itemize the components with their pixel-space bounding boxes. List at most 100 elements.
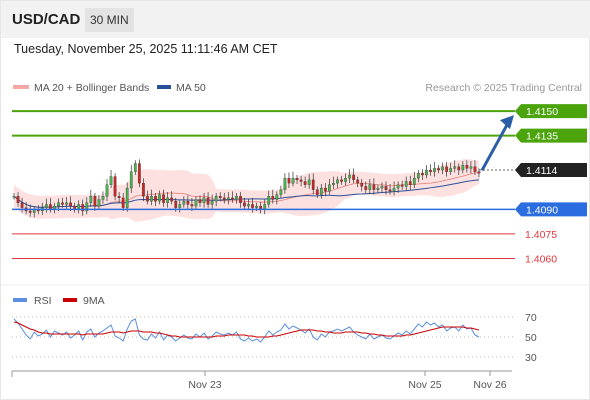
rsi-ma-line [13,321,480,338]
price-plot [12,159,481,222]
candle-body [214,196,218,202]
candle-body [133,163,137,172]
resistance-tag [515,104,587,119]
candle-body [247,204,250,207]
candle-body [400,184,404,187]
candle-body [364,186,368,190]
candle-body [142,182,145,197]
candle-body [210,200,214,205]
candle-body [356,179,360,184]
candle-body [113,176,117,197]
candle-body [154,196,157,202]
candle-body [344,178,347,182]
candle-body [299,179,303,182]
rsi-tick-label: 70 [525,312,537,324]
candle-body [336,179,339,184]
candle-body [28,210,32,213]
timeframe-button[interactable]: 30 MIN [85,8,134,32]
candle-body [125,187,129,208]
candle-body [376,187,380,190]
candle-body [255,205,258,208]
rsi-tick-label: 30 [525,352,537,364]
ma50-legend-label: MA 50 [176,82,206,94]
candle-body [453,166,457,169]
rsi-ma-legend-swatch [63,298,77,302]
candle-body [206,197,210,205]
candle-body [235,196,238,200]
x-tick-label: Nov 23 [188,379,221,391]
candle-body [170,197,174,202]
candle-body [291,178,295,184]
candle-body [12,196,16,198]
candle-body [283,178,287,190]
candle-body [69,202,72,207]
candle-body [150,196,153,202]
candle-body [315,189,319,195]
candle-body [465,164,469,169]
candle-body [421,173,424,176]
candle-body [44,204,48,208]
candle-body [267,196,271,205]
candle-body [396,184,400,189]
support-label: 1.4060 [525,253,557,265]
current-price-tag [515,163,587,178]
candle-body [226,197,230,200]
candle-body [469,166,473,169]
candle-body [61,202,64,205]
symbol-label: USD/CAD [12,11,81,28]
candle-body [368,184,372,190]
bollinger-band [14,159,479,222]
ma50-legend-swatch [157,85,171,89]
candle-body [202,197,206,203]
candle-body [101,196,105,200]
candle-body [445,166,449,172]
candle-body [271,196,275,200]
candle-body [408,181,412,185]
forecast-arrowhead [500,115,514,130]
candle-body [174,200,178,208]
support-label: 1.4075 [525,229,557,241]
candle-body [332,182,335,185]
bollinger-legend-label: MA 20 + Bollinger Bands [34,82,149,94]
timestamp: Tuesday, November 25, 2025 11:11:46 AM C… [14,42,278,56]
candle-body [65,202,68,205]
ma50-line [13,179,480,208]
candle-body [194,199,198,207]
rsi-legend-label: RSI [34,295,52,307]
candle-body [105,184,109,197]
candle-body [416,173,420,179]
candle-body [251,204,254,208]
forecast-arrow [480,122,510,172]
candle-body [328,184,331,192]
candle-body [85,202,89,212]
candle-body [303,181,307,185]
candle-body [81,204,85,212]
rsi-ma-legend-label: 9MA [83,295,105,307]
candle-body [319,187,323,195]
candle-body [372,184,376,190]
candle-body [146,196,149,202]
header-bar: USD/CAD 30 MIN [1,1,590,38]
candle-body [121,197,125,208]
candle-body [275,194,279,200]
candle-body [388,189,392,192]
pivot-tag [515,202,587,217]
resistance-label: 1.4135 [526,131,558,143]
candle-body [437,168,440,171]
candle-body [186,200,190,205]
x-axis-ticks: Nov 23 Nov 25 Nov 26 [11,371,507,391]
rsi-legend-swatch [13,298,27,302]
candle-body [433,168,436,172]
candle-body [239,196,242,203]
candle-body [449,168,453,172]
candle-body [392,187,396,192]
candle-body [384,186,388,190]
candle-body [20,202,24,208]
candle-body [218,196,222,199]
candle-body [425,169,428,176]
candle-body [57,202,60,207]
candle-body [461,164,465,171]
x-tick-label: Nov 25 [408,379,441,391]
candle-body [162,194,165,203]
